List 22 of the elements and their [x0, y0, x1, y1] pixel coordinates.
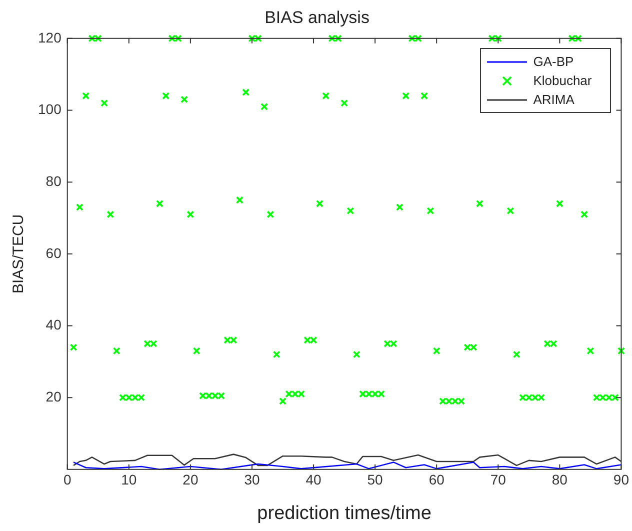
x-tick-label: 30 [244, 472, 260, 488]
x-tick-label: 10 [121, 472, 137, 488]
y-tick-label: 120 [38, 29, 62, 46]
legend-label: Klobuchar [533, 73, 592, 88]
legend-label: GA-BP [533, 54, 574, 70]
x-tick-label: 70 [490, 472, 506, 488]
y-tick-label: 60 [46, 244, 62, 261]
x-tick-label: 20 [182, 472, 198, 488]
x-tick-label: 0 [63, 472, 72, 488]
y-tick-label: 100 [38, 101, 62, 118]
y-tick-label: 40 [46, 316, 62, 333]
y-tick-label: 20 [46, 388, 62, 404]
x-tick-label: 50 [367, 472, 384, 488]
y-axis-title: BIAS/TECU [10, 214, 28, 294]
legend-label: ARIMA [533, 92, 574, 108]
x-axis-title: prediction times/time [257, 502, 432, 524]
x-tick-label: 80 [552, 472, 568, 488]
x-tick-label: 90 [613, 472, 630, 488]
x-tick-label: 40 [306, 472, 322, 488]
x-tick-label: 60 [428, 472, 445, 488]
y-tick-label: 80 [46, 172, 62, 189]
chart-title: BIAS analysis [264, 8, 370, 27]
